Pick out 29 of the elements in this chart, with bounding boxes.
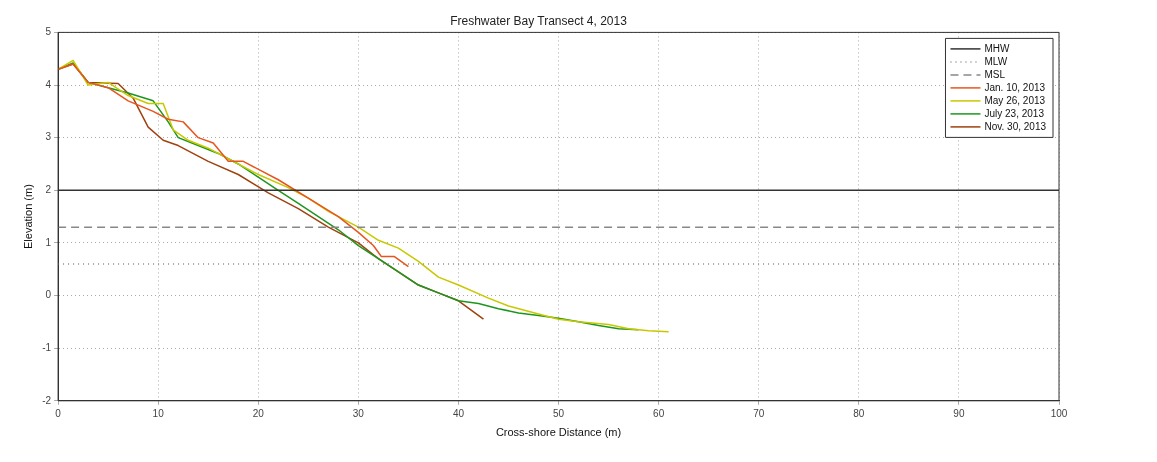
x-tick-label: 70 [753,407,765,419]
legend-label: Jan. 10, 2013 [984,81,1046,93]
y-tick-label: 1 [45,236,52,248]
x-tick-label: 50 [552,407,565,419]
x-tick-label: 100 [1050,407,1068,419]
x-tick-label: 90 [953,407,965,419]
x-tick-label: 20 [252,407,265,419]
y-tick-label: -1 [42,341,52,353]
legend-label: Nov. 30, 2013 [984,120,1047,132]
legend-label: MHW [984,42,1011,54]
x-tick-label: 80 [853,407,865,419]
x-tick-label: 10 [152,407,165,419]
y-axis-title: Elevation (m) [21,184,34,249]
x-tick-label: 0 [55,407,62,419]
legend-label: May 26, 2013 [984,94,1046,106]
legend-label: MLW [984,55,1008,67]
y-tick-label: 0 [45,289,52,301]
y-tick-label: 4 [45,78,52,90]
chart-title: Freshwater Bay Transect 4, 2013 [450,13,628,28]
x-tick-label: 40 [452,407,465,419]
y-tick-label: 5 [45,26,52,38]
x-axis-title: Cross-shore Distance (m) [495,426,622,439]
y-tick-label: 2 [45,184,52,196]
legend-label: July 23, 2013 [984,107,1045,119]
legend-label: MSL [984,68,1006,80]
y-tick-label: 3 [45,131,52,143]
x-tick-label: 60 [653,407,665,419]
y-tick-label: -2 [42,394,52,406]
x-tick-label: 30 [352,407,365,419]
